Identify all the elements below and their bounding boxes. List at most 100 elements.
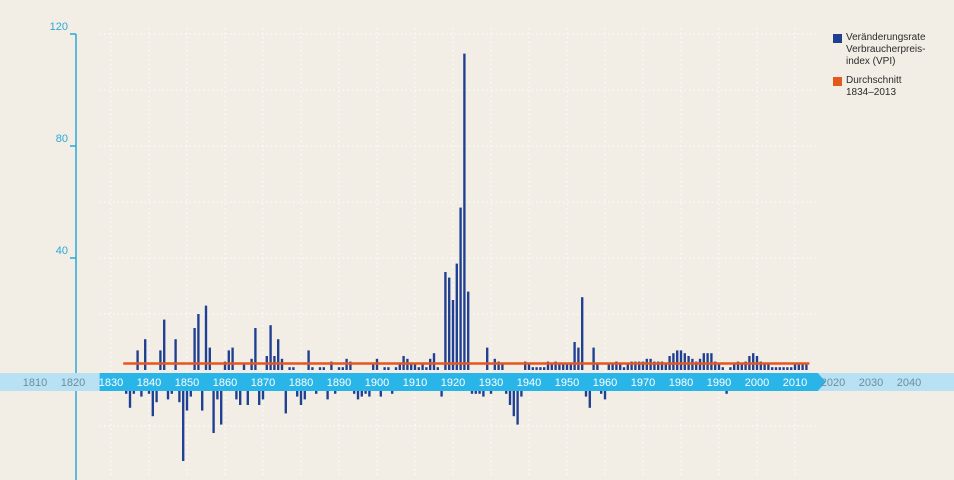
bar-1910 — [414, 364, 416, 370]
bar-1978 — [672, 353, 674, 370]
bar-1959 — [600, 391, 602, 394]
y-tick-label-80: 80 — [56, 133, 68, 145]
bar-1930 — [490, 391, 492, 394]
y-axis: 4080120 — [50, 21, 76, 480]
bar-2006 — [779, 367, 781, 370]
bar-1890 — [338, 367, 340, 370]
bar-1951 — [570, 364, 572, 370]
bar-1840 — [148, 391, 150, 394]
bar-1944 — [543, 367, 545, 370]
gridlines — [100, 28, 818, 478]
bar-1843 — [159, 350, 161, 370]
x-tick-label-1870: 1870 — [251, 377, 275, 389]
bar-1964 — [619, 364, 621, 370]
x-tick-label-1930: 1930 — [479, 377, 503, 389]
bar-1866 — [247, 391, 249, 405]
bar-1886 — [323, 367, 325, 370]
bar-1938 — [520, 391, 522, 397]
bar-1935 — [509, 391, 511, 405]
bar-2004 — [771, 367, 773, 370]
bar-1891 — [342, 367, 344, 370]
x-tick-label-1980: 1980 — [669, 377, 693, 389]
bar-1834 — [125, 391, 127, 394]
bar-1966 — [627, 364, 629, 370]
legend-item-vpi: Veränderungsrate Verbraucherpreis- index… — [833, 32, 951, 68]
x-tick-label-1810: 1810 — [23, 377, 47, 389]
bar-1847 — [174, 339, 176, 370]
bar-1980 — [680, 350, 682, 370]
bar-1924 — [467, 292, 469, 370]
bar-1835 — [129, 391, 131, 408]
bar-1926 — [475, 391, 477, 394]
legend-label-average: Durchschnitt 1834–2013 — [846, 75, 902, 99]
bar-2013 — [805, 364, 807, 370]
bar-1837 — [136, 350, 138, 370]
bar-1846 — [171, 391, 173, 394]
bar-1934 — [505, 391, 507, 394]
x-tick-label-1950: 1950 — [555, 377, 579, 389]
bar-1961 — [608, 364, 610, 370]
bar-1913 — [425, 367, 427, 370]
legend-item-average: Durchschnitt 1834–2013 — [833, 75, 951, 99]
bar-1949 — [562, 364, 564, 370]
bar-1953 — [577, 348, 579, 370]
bar-1994 — [733, 364, 735, 370]
bar-1894 — [353, 391, 355, 394]
bar-2009 — [790, 367, 792, 370]
bar-1878 — [292, 367, 294, 370]
bar-1950 — [566, 364, 568, 370]
bar-1855 — [205, 306, 207, 370]
bar-1853 — [197, 314, 199, 370]
bar-1856 — [209, 348, 211, 370]
x-tick-label-2030: 2030 — [859, 377, 883, 389]
bar-1845 — [167, 391, 169, 399]
bar-1956 — [589, 391, 591, 408]
bar-1918 — [444, 272, 446, 370]
bar-1919 — [448, 278, 450, 370]
bar-1991 — [722, 367, 724, 370]
bar-1911 — [418, 367, 420, 370]
bar-1897 — [364, 391, 366, 394]
bar-1923 — [463, 54, 465, 370]
bar-1954 — [581, 297, 583, 370]
bar-1903 — [387, 367, 389, 370]
x-tick-label-1990: 1990 — [707, 377, 731, 389]
bar-1883 — [311, 367, 313, 370]
bar-1962 — [611, 364, 613, 370]
x-tick-label-1970: 1970 — [631, 377, 655, 389]
bar-1870 — [262, 391, 264, 399]
bar-1881 — [304, 391, 306, 399]
bar-1879 — [296, 391, 298, 397]
bar-1952 — [573, 342, 575, 370]
bar-1864 — [239, 391, 241, 405]
bar-1912 — [421, 364, 423, 370]
bar-1916 — [437, 367, 439, 370]
x-tick-label-1830: 1830 — [99, 377, 123, 389]
bar-1854 — [201, 391, 203, 411]
bar-1896 — [361, 391, 363, 397]
x-tick-label-1900: 1900 — [365, 377, 389, 389]
bar-1877 — [288, 367, 290, 370]
bar-1957 — [592, 348, 594, 370]
bar-1979 — [676, 350, 678, 370]
bar-1898 — [368, 391, 370, 397]
bar-2012 — [801, 364, 803, 370]
x-tick-label-2020: 2020 — [821, 377, 845, 389]
bar-1842 — [155, 391, 157, 402]
bar-1943 — [539, 367, 541, 370]
bar-1965 — [623, 367, 625, 370]
bar-1922 — [459, 208, 461, 370]
bar-1933 — [501, 364, 503, 370]
bar-1885 — [319, 367, 321, 370]
x-tick-label-1910: 1910 — [403, 377, 427, 389]
bar-1981 — [684, 353, 686, 370]
bar-1937 — [516, 391, 518, 425]
bar-1917 — [440, 391, 442, 397]
x-tick-label-1890: 1890 — [327, 377, 351, 389]
bar-1920 — [452, 300, 454, 370]
bar-1841 — [152, 391, 154, 416]
bar-2010 — [794, 364, 796, 370]
bar-1948 — [558, 364, 560, 370]
bar-1874 — [277, 339, 279, 370]
x-tick-label-2010: 2010 — [783, 377, 807, 389]
